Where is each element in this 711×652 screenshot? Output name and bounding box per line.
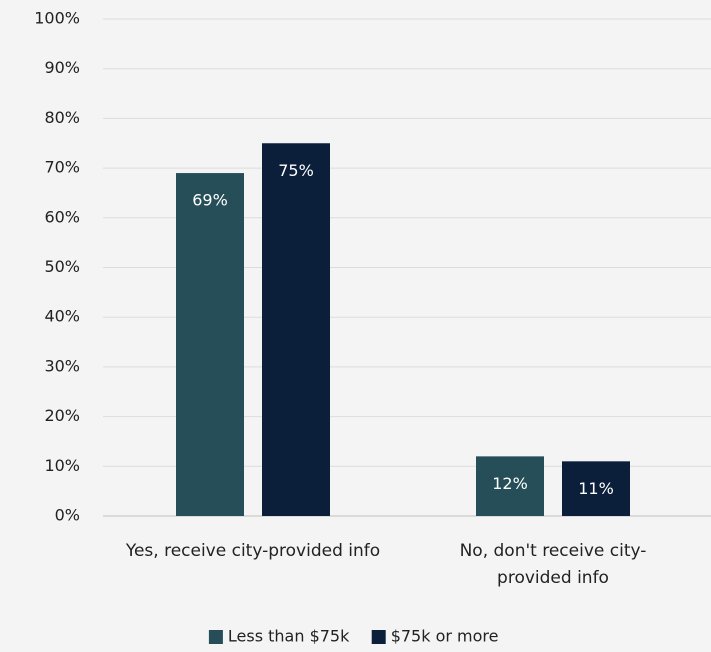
legend-swatch [208,630,223,644]
x-tick-label: No, don't receive city-provided info [459,541,647,588]
bar [176,173,244,516]
data-label: 12% [492,474,528,493]
y-tick-label: 40% [44,307,80,326]
y-tick-label: 20% [44,406,80,425]
bar [562,461,630,516]
bar [262,143,330,516]
data-label: 11% [578,479,614,498]
legend-swatch [371,630,386,644]
legend-label: Less than $75k [228,627,350,646]
y-tick-label: 90% [44,58,80,77]
y-tick-label: 60% [44,207,80,226]
y-tick-label: 10% [44,456,80,475]
y-tick-label: 0% [55,506,80,525]
y-tick-label: 50% [44,257,80,276]
y-tick-label: 30% [44,356,80,375]
x-tick-label: Yes, receive city-provided info [125,541,381,561]
y-tick-label: 80% [44,108,80,127]
y-tick-label: 70% [44,158,80,177]
bar [476,456,544,516]
data-label: 75% [278,161,314,180]
legend-label: $75k or more [391,627,499,646]
data-label: 69% [192,191,228,210]
y-tick-label: 100% [34,9,80,28]
